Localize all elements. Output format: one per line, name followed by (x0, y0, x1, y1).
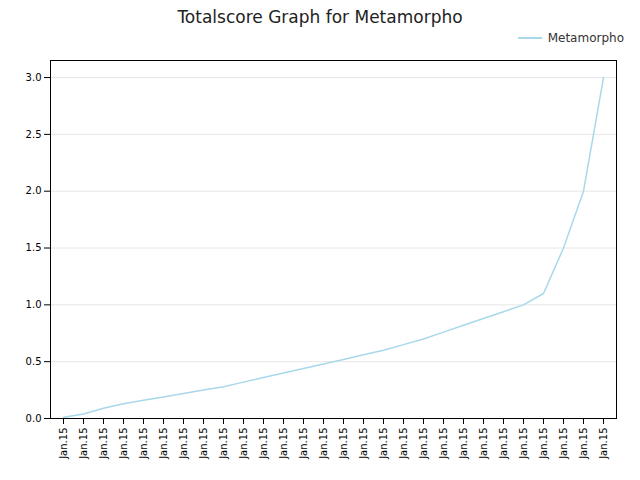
svg-text:Jan.15: Jan.15 (218, 428, 229, 460)
svg-text:1.5: 1.5 (26, 242, 42, 253)
svg-text:Jan.15: Jan.15 (298, 428, 309, 460)
svg-text:Jan.15: Jan.15 (498, 428, 509, 460)
svg-text:Jan.15: Jan.15 (438, 428, 449, 460)
svg-text:Jan.15: Jan.15 (98, 428, 109, 460)
svg-text:2.0: 2.0 (26, 185, 42, 196)
svg-text:0.0: 0.0 (26, 413, 42, 424)
html-text:Metamorpho: Metamorpho (547, 31, 624, 45)
svg-text:Jan.15: Jan.15 (278, 428, 289, 460)
svg-text:Jan.15: Jan.15 (78, 428, 89, 460)
svg-text:Jan.15: Jan.15 (258, 428, 269, 460)
svg-text:Jan.15: Jan.15 (58, 428, 69, 460)
svg-text:Jan.15: Jan.15 (598, 428, 609, 460)
svg-text:Jan.15: Jan.15 (358, 428, 369, 460)
svg-text:0.5: 0.5 (26, 356, 42, 367)
svg-text:Jan.15: Jan.15 (578, 428, 589, 460)
svg-text:Jan.15: Jan.15 (518, 428, 529, 460)
svg-text:Jan.15: Jan.15 (238, 428, 249, 460)
svg-text:1.0: 1.0 (26, 299, 42, 310)
svg-text:3.0: 3.0 (26, 72, 42, 83)
svg-text:2.5: 2.5 (26, 129, 42, 140)
svg-text:Jan.15: Jan.15 (558, 428, 569, 460)
svg-text:Jan.15: Jan.15 (318, 428, 329, 460)
svg-text:Jan.15: Jan.15 (418, 428, 429, 460)
svg-text:Jan.15: Jan.15 (138, 428, 149, 460)
svg-text:Jan.15: Jan.15 (178, 428, 189, 460)
svg-text:Jan.15: Jan.15 (398, 428, 409, 460)
svg-text:Jan.15: Jan.15 (118, 428, 129, 460)
svg-text:Jan.15: Jan.15 (338, 428, 349, 460)
svg-text:Jan.15: Jan.15 (198, 428, 209, 460)
svg-text:Jan.15: Jan.15 (378, 428, 389, 460)
svg-text:Jan.15: Jan.15 (538, 428, 549, 460)
html-text:Totalscore Graph for Metamorph: Totalscore Graph for Metamorpho (177, 7, 463, 27)
svg-text:Jan.15: Jan.15 (478, 428, 489, 460)
svg-text:Jan.15: Jan.15 (458, 428, 469, 460)
svg-text:Jan.15: Jan.15 (158, 428, 169, 460)
